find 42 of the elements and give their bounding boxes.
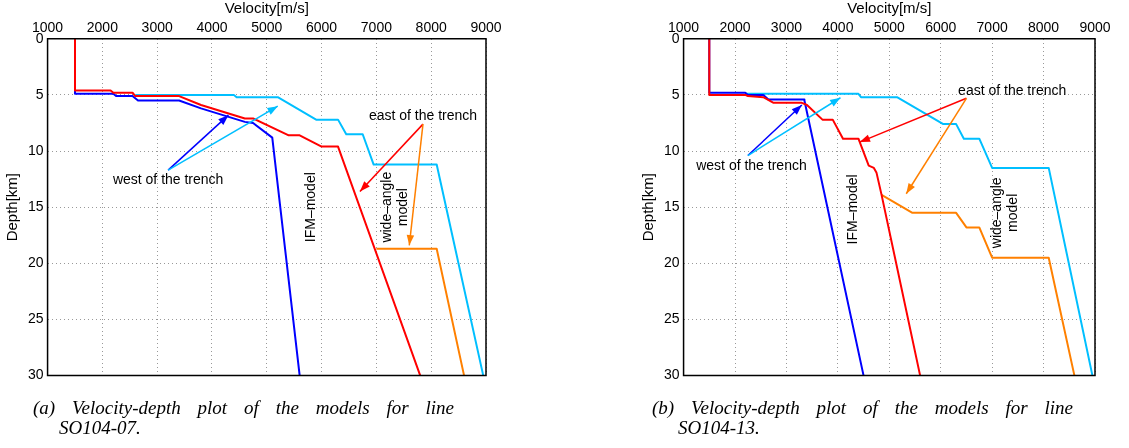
y-tick-label: 20: [27, 254, 44, 271]
x-tick-label: 3000: [141, 19, 173, 36]
annotation: wide–angle model: [988, 177, 1021, 250]
y-tick-label: 15: [663, 198, 680, 215]
y-tick-label: 25: [27, 310, 44, 327]
y-axis-title: Depth[km]: [3, 173, 21, 242]
y-tick-label: 10: [27, 141, 44, 158]
y-tick-label: 5: [671, 85, 680, 102]
x-tick-label: 7000: [360, 19, 393, 36]
x-tick-label: 9000: [1079, 19, 1111, 36]
x-tick-label: 3000: [770, 19, 803, 36]
x-tick-label: 6000: [306, 19, 338, 36]
x-tick-label: 8000: [415, 19, 447, 36]
annotation: wide–angle model: [377, 171, 410, 244]
x-tick-label: 5000: [873, 19, 906, 36]
text: (a) Velocity-depth plot of the models for line SO104-07.: [33, 397, 454, 438]
annotation: IFM–model: [302, 172, 319, 243]
annotation: east of the trench: [368, 107, 478, 124]
y-tick-label: 15: [27, 198, 44, 215]
y-tick-label: 10: [663, 141, 680, 158]
y-tick-label: 30: [663, 366, 680, 383]
x-axis-title: Velocity[m/s]: [847, 0, 932, 17]
x-tick-label: 2000: [719, 19, 751, 36]
text: (b) Velocity-depth plot of the models for line SO104-13.: [652, 397, 1073, 438]
annotation: IFM–model: [844, 174, 861, 245]
x-tick-label: 4000: [196, 19, 228, 36]
x-tick-label: 4000: [822, 19, 854, 36]
annotation: west of the trench: [695, 156, 807, 173]
y-tick-label: 20: [663, 254, 680, 271]
y-tick-label: 25: [663, 310, 680, 327]
y-tick-label: 5: [35, 85, 44, 102]
y-axis-title: Depth[km]: [639, 173, 657, 242]
y-tick-label: 30: [27, 366, 44, 383]
x-tick-label: 9000: [470, 19, 502, 36]
x-tick-label: 2000: [86, 19, 119, 36]
x-tick-label: 7000: [976, 19, 1008, 36]
annotation: west of the trench: [111, 171, 224, 188]
x-axis-title: Velocity[m/s]: [224, 0, 309, 17]
annotation: east of the trench: [958, 82, 1067, 99]
x-tick-label: 6000: [925, 19, 957, 36]
x-tick-label: 5000: [251, 19, 283, 36]
x-tick-label: 8000: [1027, 19, 1060, 36]
